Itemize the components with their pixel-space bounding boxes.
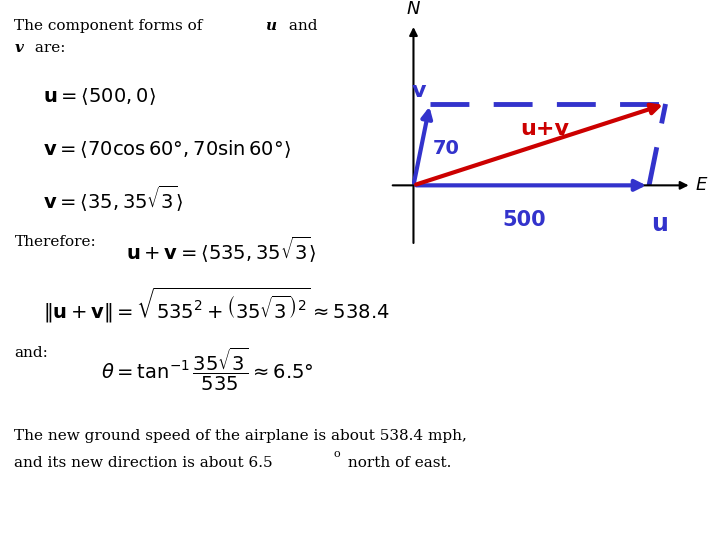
Text: are:: are:: [30, 40, 66, 55]
Text: and its new direction is about 6.5: and its new direction is about 6.5: [14, 456, 273, 470]
Text: $\mathbf{u} = \langle 500, 0 \rangle$: $\mathbf{u} = \langle 500, 0 \rangle$: [43, 86, 156, 107]
Text: The component forms of: The component forms of: [14, 19, 207, 33]
Text: 500: 500: [503, 210, 546, 230]
Text: u: u: [265, 19, 276, 33]
Text: o: o: [333, 449, 340, 460]
Text: u+v: u+v: [520, 119, 569, 139]
Text: v: v: [412, 82, 426, 102]
Text: N: N: [407, 0, 420, 17]
Text: $\|\mathbf{u} + \mathbf{v}\| = \sqrt{535^2 + \left(35\sqrt{3}\right)^2} \approx : $\|\mathbf{u} + \mathbf{v}\| = \sqrt{535…: [43, 286, 390, 326]
Text: and: and: [284, 19, 318, 33]
Text: north of east.: north of east.: [343, 456, 451, 470]
Text: u: u: [652, 212, 668, 236]
Text: 70: 70: [432, 139, 459, 158]
Text: and:: and:: [14, 346, 48, 360]
Text: v: v: [14, 40, 23, 55]
Text: $\theta = \tan^{-1}\dfrac{35\sqrt{3}}{535} \approx 6.5°$: $\theta = \tan^{-1}\dfrac{35\sqrt{3}}{53…: [101, 346, 313, 393]
Text: $\mathbf{u} + \mathbf{v} = \langle 535, 35\sqrt{3} \rangle$: $\mathbf{u} + \mathbf{v} = \langle 535, …: [126, 235, 317, 265]
Text: $\mathbf{v} = \langle 70\cos 60°, 70\sin 60° \rangle$: $\mathbf{v} = \langle 70\cos 60°, 70\sin…: [43, 138, 291, 159]
Text: $\mathbf{v} = \langle 35, 35\sqrt{3} \rangle$: $\mathbf{v} = \langle 35, 35\sqrt{3} \ra…: [43, 184, 184, 214]
Text: E: E: [696, 177, 706, 194]
Text: The new ground speed of the airplane is about 538.4 mph,: The new ground speed of the airplane is …: [14, 429, 467, 443]
Text: Therefore:: Therefore:: [14, 235, 96, 249]
